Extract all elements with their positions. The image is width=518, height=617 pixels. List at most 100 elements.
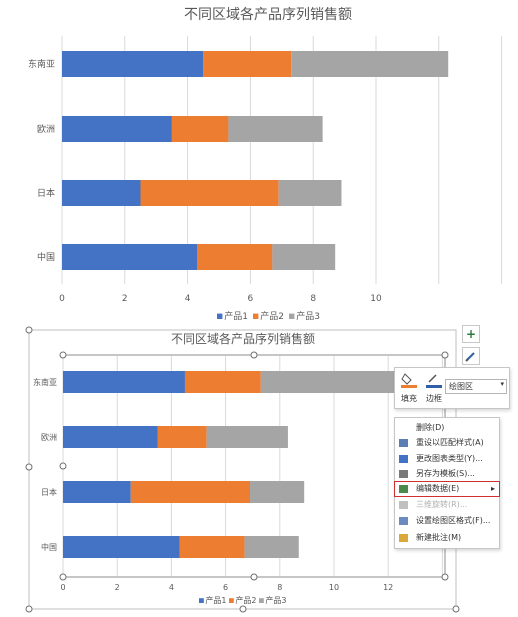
- bar-segment: [63, 426, 158, 448]
- selection-handle[interactable]: [59, 462, 67, 470]
- x-tick-label: 8: [310, 294, 316, 304]
- bars: [63, 371, 397, 558]
- bar-segment: [184, 371, 261, 393]
- chart-styles-button[interactable]: [462, 347, 480, 365]
- bar-segment: [272, 244, 336, 270]
- selection-handle[interactable]: [441, 573, 449, 581]
- menu-item: 三维旋转(R)...: [395, 498, 499, 512]
- save-template-icon: [399, 470, 408, 478]
- bar-segment: [203, 51, 292, 77]
- selection-handle[interactable]: [250, 573, 258, 581]
- category-label: 欧洲: [37, 123, 55, 135]
- bar-segment: [62, 244, 198, 270]
- menu-item-label: 更改图表类型(Y)...: [416, 454, 483, 463]
- menu-item[interactable]: 编辑数据(E) ▸: [394, 481, 500, 497]
- menu-item[interactable]: 设置绘图区格式(F)...: [395, 514, 499, 528]
- fill-label: 填充: [401, 394, 417, 403]
- selection-handle[interactable]: [25, 463, 33, 471]
- legend: 产品1 产品2 产品3: [199, 595, 286, 605]
- menu-item[interactable]: 重设以匹配样式(A): [395, 436, 499, 450]
- x-tick-label: 10: [370, 294, 382, 304]
- legend-swatch: [259, 598, 264, 603]
- legend-label: 产品3: [296, 310, 320, 322]
- legend-swatch: [217, 313, 223, 319]
- chevron-down-icon: ▾: [500, 380, 504, 388]
- bar-segment: [171, 116, 229, 142]
- selection-handle[interactable]: [25, 605, 33, 613]
- menu-item-label: 新建批注(M): [416, 533, 462, 542]
- selection-handle[interactable]: [59, 351, 67, 359]
- edit-data-icon: [399, 485, 408, 493]
- legend-swatch: [199, 598, 204, 603]
- legend-swatch: [289, 313, 295, 319]
- chart-elements-button[interactable]: +: [462, 325, 480, 343]
- category-label: 东南亚: [33, 377, 57, 387]
- bar-segment: [62, 51, 204, 77]
- x-tick-label: 4: [185, 294, 191, 304]
- menu-item[interactable]: 更改图表类型(Y)...: [395, 452, 499, 466]
- new-comment-icon: [399, 534, 408, 542]
- selection-handle[interactable]: [452, 605, 460, 613]
- selection-handle[interactable]: [25, 326, 33, 334]
- bar-segment: [228, 116, 323, 142]
- legend-swatch: [253, 313, 259, 319]
- bar-segment: [206, 426, 288, 448]
- category-label: 中国: [37, 251, 55, 263]
- x-tick-label: 6: [248, 294, 254, 304]
- menu-item[interactable]: 新建批注(M): [395, 531, 499, 545]
- menu-item-label: 重设以匹配样式(A): [416, 438, 484, 447]
- area-select-value: 绘图区: [449, 382, 473, 391]
- bar-segment: [291, 51, 449, 77]
- border-button[interactable]: 边框: [424, 371, 446, 405]
- menu-item-label: 设置绘图区格式(F)...: [416, 516, 491, 525]
- legend-label: 产品1: [205, 595, 226, 605]
- submenu-arrow-icon: ▸: [490, 484, 495, 493]
- bar-segment: [130, 481, 250, 503]
- menu-item[interactable]: 另存为模板(S)...: [395, 467, 499, 481]
- selection-handle[interactable]: [441, 351, 449, 359]
- gridlines: [61, 36, 503, 284]
- context-menu: 删除(D) 重设以匹配样式(A) 更改图表类型(Y)... 另存为模板(S)... 编辑…: [394, 417, 500, 549]
- x-tick-label: 2: [122, 294, 128, 304]
- legend: 产品1 产品2 产品3: [217, 310, 320, 322]
- category-label: 中国: [41, 542, 57, 552]
- fill-button[interactable]: 填充: [399, 371, 421, 405]
- bar-segment: [278, 180, 342, 206]
- category-label: 欧洲: [41, 432, 57, 442]
- selection-handle[interactable]: [250, 351, 258, 359]
- bar-segment: [197, 244, 273, 270]
- menu-item-label: 编辑数据(E): [416, 484, 460, 493]
- bar-segment: [63, 371, 185, 393]
- legend-swatch: [229, 598, 234, 603]
- menu-item-label: 删除(D): [416, 423, 445, 432]
- menu-item[interactable]: 删除(D): [395, 421, 499, 435]
- chart-title: 不同区域各产品序列销售额: [184, 7, 352, 23]
- bar-segment: [249, 481, 305, 503]
- bar-segment: [63, 536, 180, 558]
- legend-label: 产品2: [260, 310, 284, 322]
- selection-handle[interactable]: [59, 573, 67, 581]
- selection-handles[interactable]: [25, 326, 460, 613]
- area-select[interactable]: 绘图区 ▾: [445, 379, 507, 394]
- x-tick-label: 8: [277, 583, 282, 592]
- x-tick-labels: 0 2 4 6 8 10 12: [60, 583, 393, 592]
- legend-label: 产品2: [235, 595, 256, 605]
- brush-icon: [465, 352, 475, 362]
- border-label: 边框: [426, 394, 442, 403]
- chart-title: 不同区域各产品序列销售额: [171, 331, 315, 346]
- category-label: 东南亚: [28, 58, 55, 70]
- bar-segment: [63, 481, 131, 503]
- chart-type-icon: [399, 455, 408, 463]
- bar-segment: [260, 371, 397, 393]
- x-tick-label: 0: [60, 583, 65, 592]
- legend-label: 产品3: [265, 595, 286, 605]
- selection-handle[interactable]: [239, 605, 247, 613]
- paint-bucket-icon: [401, 373, 417, 388]
- x-tick-label: 0: [59, 294, 65, 304]
- menu-item-label: 三维旋转(R)...: [416, 500, 468, 509]
- bar-segment: [244, 536, 299, 558]
